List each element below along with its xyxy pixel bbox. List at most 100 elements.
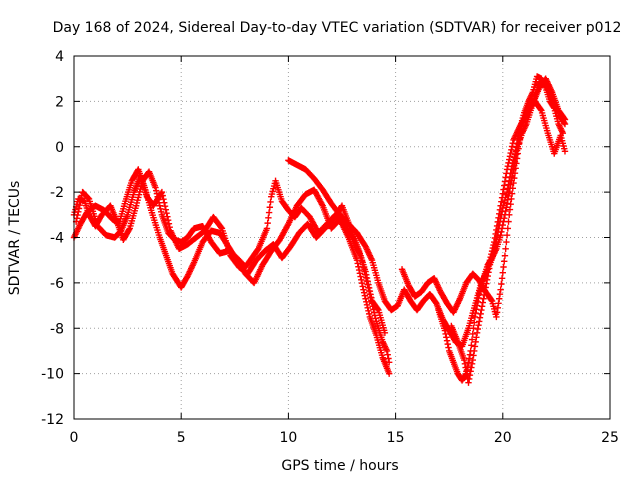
data-point	[501, 178, 509, 185]
y-tick-label: -6	[50, 276, 64, 292]
data-point	[383, 347, 391, 355]
chart-title: Day 168 of 2024, Sidereal Day-to-day VTE…	[53, 20, 622, 36]
data-point	[485, 269, 492, 276]
data-point	[470, 325, 477, 332]
data-point	[161, 202, 169, 210]
data-point	[502, 245, 509, 253]
data-point	[503, 200, 511, 207]
data-point	[85, 194, 92, 202]
data-point	[478, 303, 486, 310]
data-point	[152, 187, 160, 194]
data-point	[157, 205, 164, 212]
data-point	[508, 143, 516, 150]
data-point	[469, 330, 476, 338]
data-point	[462, 364, 469, 371]
data-point	[461, 360, 469, 367]
data-point	[164, 216, 172, 224]
data-point	[498, 208, 506, 215]
data-point	[513, 140, 521, 147]
data-point	[496, 218, 504, 225]
data-point	[482, 284, 489, 291]
data-point	[497, 286, 504, 293]
data-point	[506, 156, 513, 163]
data-point	[504, 185, 512, 192]
data-point	[476, 318, 483, 325]
y-tick-label: 0	[55, 140, 64, 156]
data-point	[514, 136, 522, 144]
data-point	[385, 370, 393, 377]
data-point	[264, 219, 271, 227]
data-point	[497, 215, 504, 222]
data-point	[471, 313, 479, 321]
data-point	[365, 307, 372, 315]
data-point	[503, 238, 510, 246]
data-point	[475, 322, 482, 329]
data-point	[384, 351, 391, 358]
data-point	[481, 291, 488, 299]
data-point	[152, 184, 159, 191]
data-point	[499, 269, 506, 276]
data-point	[76, 202, 83, 209]
data-point	[363, 274, 371, 282]
data-point	[266, 204, 274, 211]
data-point	[465, 379, 472, 386]
data-point	[355, 263, 362, 270]
data-point	[466, 375, 473, 383]
data-point	[441, 327, 449, 334]
data-point	[511, 154, 518, 161]
data-point	[162, 206, 170, 213]
data-point	[468, 360, 476, 367]
data-point	[498, 280, 505, 288]
data-point	[267, 198, 274, 206]
data-point	[163, 209, 170, 217]
y-tick-label: -10	[41, 367, 64, 383]
data-point	[354, 260, 361, 267]
data-point	[495, 300, 502, 307]
data-point	[493, 309, 501, 316]
y-tick-label: -12	[41, 412, 64, 428]
data-point	[507, 201, 514, 208]
data-point	[510, 157, 517, 164]
x-tick-label: 5	[177, 430, 186, 446]
data-point	[166, 223, 173, 231]
y-tick-label: 2	[55, 94, 64, 110]
data-point	[381, 329, 389, 336]
data-point	[483, 276, 491, 284]
data-point	[469, 356, 476, 364]
data-point	[561, 148, 569, 155]
y-tick-label: -4	[50, 231, 64, 247]
data-point	[508, 146, 515, 153]
data-point	[495, 225, 502, 232]
data-point	[77, 198, 84, 206]
data-point	[468, 336, 476, 343]
x-tick-label: 10	[279, 430, 297, 446]
data-point	[466, 355, 473, 362]
data-point	[361, 292, 369, 299]
x-tick-label: 25	[601, 430, 619, 446]
data-point	[508, 166, 515, 173]
data-point	[501, 182, 508, 189]
data-point	[492, 240, 499, 247]
data-point	[501, 258, 508, 265]
data-point	[501, 252, 509, 259]
data-point	[356, 270, 364, 277]
data-point	[498, 275, 506, 282]
data-point	[476, 314, 484, 321]
data-point	[444, 340, 451, 348]
data-point	[164, 213, 171, 220]
data-point	[491, 247, 498, 255]
data-point	[466, 371, 474, 379]
data-point	[357, 273, 364, 280]
data-point	[470, 352, 477, 359]
data-point	[363, 271, 370, 279]
data-point	[561, 120, 569, 128]
data-point	[362, 295, 369, 302]
data-point	[511, 151, 519, 158]
data-point	[498, 211, 505, 219]
data-point	[473, 334, 480, 341]
data-point	[479, 299, 486, 306]
data-point	[217, 224, 225, 231]
data-point	[474, 325, 481, 333]
